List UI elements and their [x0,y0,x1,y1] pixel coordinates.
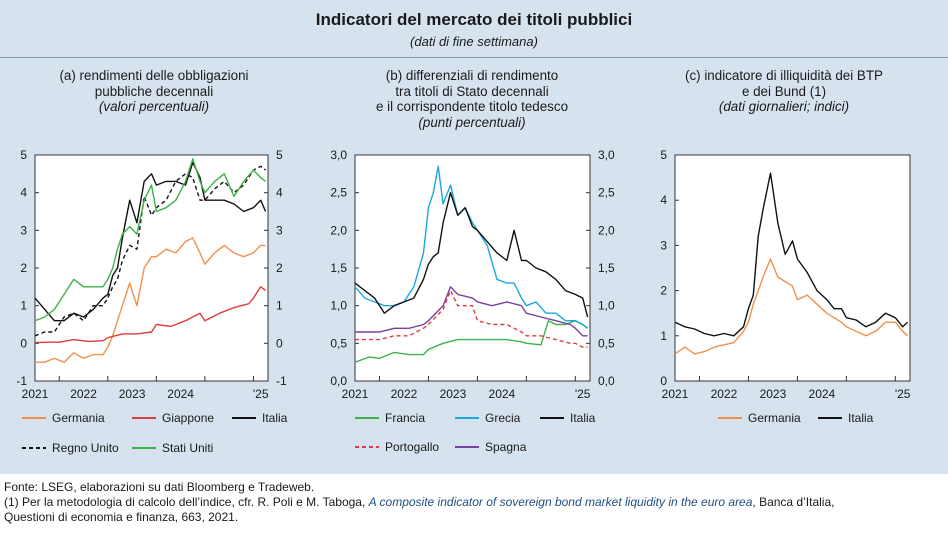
panel-a-title-line: (a) rendimenti delle obbligazioni [59,68,249,83]
x-tick-label: 2022 [391,387,418,401]
x-tick-label: 2023 [119,387,146,401]
y-tick-label: 1 [660,329,667,343]
legend-label: Italia [848,411,874,425]
panel-b-title: (b) differenziali di rendimento tra tito… [322,68,622,130]
panel-b-title-line: (b) differenziali di rendimento [385,68,559,83]
panel-a-unit: (valori percentuali) [98,99,210,114]
y-tick-label-right: 2 [276,261,283,275]
y-tick-label-right: 4 [276,186,283,200]
x-tick-label: 2024 [809,387,836,401]
x-tick-label: 2023 [760,387,787,401]
x-tick-label: 2021 [662,387,689,401]
legend-label: Spagna [485,440,527,454]
legend-label: Stati Uniti [162,441,213,455]
y-tick-label: -1 [16,374,27,388]
y-tick-label: 0,0 [330,374,347,388]
y-tick-label: 2,0 [330,223,347,237]
panel-c-title: (c) indicatore di illiquidità dei BTP e … [634,68,934,115]
legend-label: Grecia [485,411,521,425]
x-tick-label: '25 [575,387,591,401]
series-line-spagna [355,286,588,337]
series-line-regno-unito [34,165,267,337]
y-tick-label: 1 [20,299,27,313]
y-tick-label: 0 [660,374,667,388]
x-tick-label: '25 [253,387,269,401]
panel-a-title-line: pubbliche decennali [94,83,214,99]
figure-subtitle: (dati di fine settimana) [410,34,538,49]
x-tick-label: 2024 [167,387,194,401]
y-tick-label-right: 1,5 [598,261,615,275]
y-tick-label: 4 [660,193,667,207]
series-line-germania [35,237,266,363]
charts-canvas: 2021 2022 2023 2024 '25 -1 -1 0 0 1 1 2 2 3 3 4 4 5 5 Germa… [16,148,911,455]
footer-note-title: A composite indicator of sovereign bond … [368,495,753,509]
header-divider [0,57,948,58]
panel-b-title-line: e il corrispondente titolo tedesco [375,99,569,114]
y-tick-label: 1,5 [330,261,347,275]
y-tick-label-right: -1 [276,374,287,388]
series-line-portogallo [355,289,588,348]
x-tick-label: 2022 [711,387,738,401]
legend-label: Regno Unito [52,441,119,455]
y-tick-label-right: 5 [276,148,283,162]
legend-label: Italia [262,411,288,425]
x-tick-label: 2023 [440,387,467,401]
y-tick-label: 0,5 [330,336,347,350]
y-tick-label-right: 0 [276,336,283,350]
series-line-francia [354,320,589,363]
y-tick-label-right: 2,5 [598,186,615,200]
y-tick-label: 3 [20,223,27,237]
footer-note-post: , Banca d’Italia, [752,495,835,509]
footer-note-pre: (1) Per la metodologia di calcolo dell’i… [4,495,369,509]
x-tick-label: 2024 [489,387,516,401]
y-tick-label: 2 [660,284,667,298]
y-tick-label-right: 1,0 [598,299,615,313]
series-line-italia [674,172,909,337]
y-tick-label-right: 2,0 [598,223,615,237]
footer-note-line2: Questioni di economia e finanza, 663, 20… [4,510,239,524]
y-tick-label: 2 [20,261,27,275]
legend-label: Germania [52,411,105,425]
figure-title: Indicatori del mercato dei titoli pubbli… [315,10,633,29]
series-line-italia [354,191,589,318]
y-tick-label: 1,0 [330,299,347,313]
legend-label: Francia [385,411,425,425]
footer-source: Fonte: LSEG, elaborazioni su dati Bloomb… [4,480,315,494]
y-tick-label: 2,5 [330,186,347,200]
plot-area [674,154,911,382]
legend-label: Germania [748,411,801,425]
footer-note: (1) Per la metodologia di calcolo dell’i… [4,495,834,509]
y-tick-label-right: 0,5 [598,336,615,350]
x-tick-label: 2022 [70,387,97,401]
legend-label: Giappone [162,411,214,425]
y-tick-label-right: 3,0 [598,148,615,162]
plot-area [354,154,591,382]
legend-label: Italia [570,411,596,425]
legend-label: Portogallo [385,440,439,454]
x-tick-label: '25 [895,387,911,401]
x-tick-label: 2021 [342,387,369,401]
y-tick-label-right: 1 [276,299,283,313]
y-tick-label: 0 [20,336,27,350]
panel-c-title-line: e dei Bund (1) [741,83,827,99]
panel-c-title-line: (c) indicatore di illiquidità dei BTP [685,68,883,83]
y-tick-label: 5 [20,148,27,162]
y-tick-label: 4 [20,186,27,200]
y-tick-label: 3 [660,238,667,252]
y-tick-label-right: 0,0 [598,374,615,388]
plot-area [34,154,269,382]
y-tick-label: 3,0 [330,148,347,162]
series-line-italia [34,161,267,322]
series-line-giappone [34,286,267,344]
series-line-stati-uniti [34,158,267,322]
x-tick-label: 2021 [22,387,49,401]
panel-b-title-line: tra titoli di Stato decennali [395,83,549,99]
panel-a-title: (a) rendimenti delle obbligazioni pubbli… [4,68,304,115]
panel-b-unit: (punti percentuali) [418,114,526,130]
y-tick-label-right: 3 [276,223,283,237]
panel-c-unit: (dati giornalieri; indici) [718,99,850,114]
series-line-germania [674,258,909,355]
y-tick-label: 5 [660,148,667,162]
